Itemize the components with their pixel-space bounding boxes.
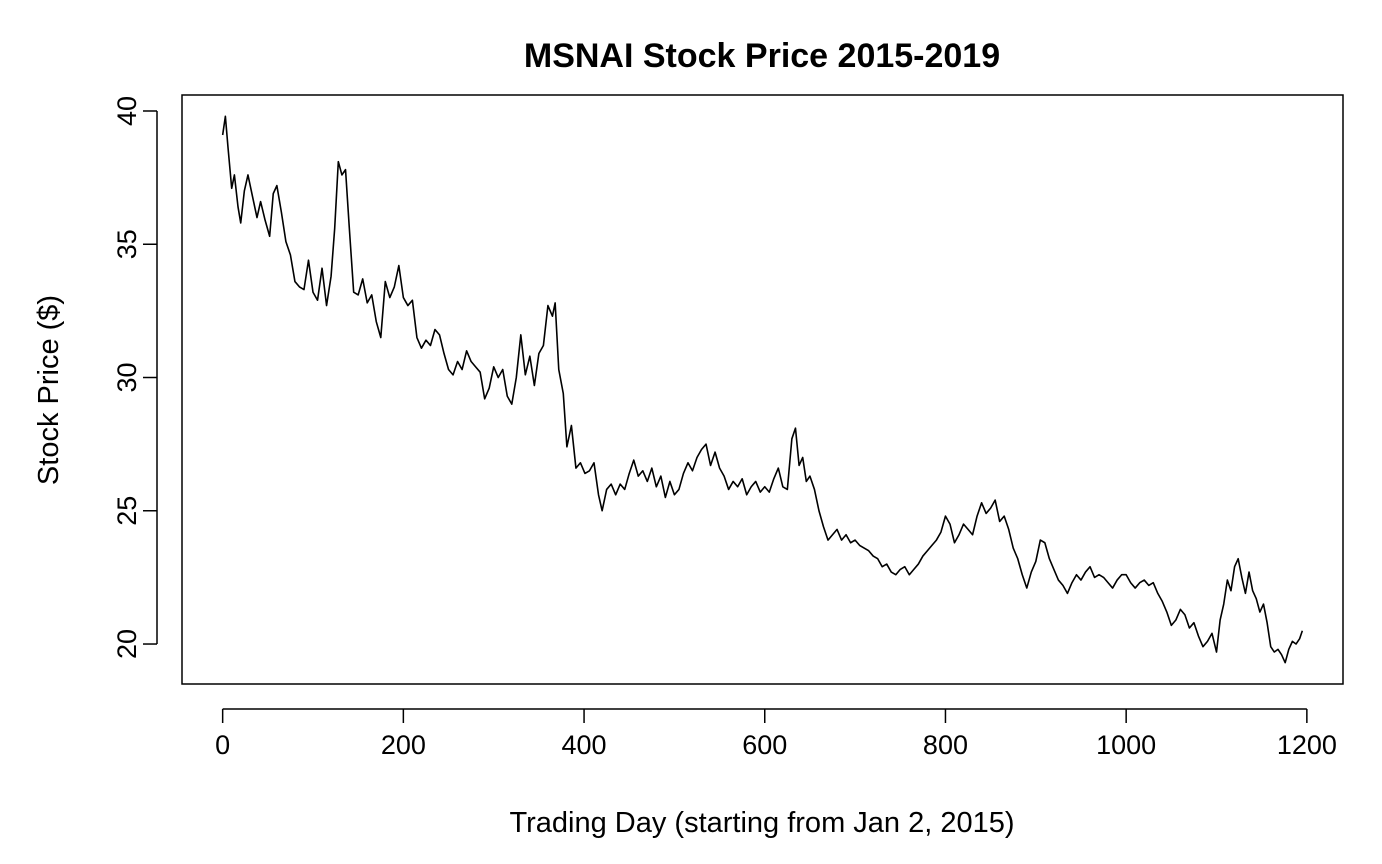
x-axis-label: Trading Day (starting from Jan 2, 2015) xyxy=(509,807,1014,839)
y-tick-label: 25 xyxy=(112,496,142,526)
x-tick-label: 1200 xyxy=(1277,730,1337,760)
chart-title: MSNAI Stock Price 2015-2019 xyxy=(524,37,1000,75)
series-layer xyxy=(221,115,1304,664)
price-series-line xyxy=(221,115,1304,664)
y-axis-label: Stock Price ($) xyxy=(33,295,65,485)
x-tick-label: 200 xyxy=(381,730,426,760)
y-tick-label: 40 xyxy=(112,96,142,126)
y-axis: 20 25 30 35 40 xyxy=(112,96,158,659)
y-tick-label: 35 xyxy=(112,229,142,259)
x-tick-label: 400 xyxy=(562,730,607,760)
x-axis: 0 200 400 600 800 1000 1200 xyxy=(215,708,1337,760)
x-tick-label: 1000 xyxy=(1096,730,1156,760)
y-tick-label: 20 xyxy=(112,629,142,659)
x-tick-label: 800 xyxy=(923,730,968,760)
x-tick-label: 600 xyxy=(742,730,787,760)
x-tick-label: 0 xyxy=(215,730,230,760)
plot-area-frame xyxy=(181,94,1344,685)
y-tick-label: 30 xyxy=(112,362,142,392)
